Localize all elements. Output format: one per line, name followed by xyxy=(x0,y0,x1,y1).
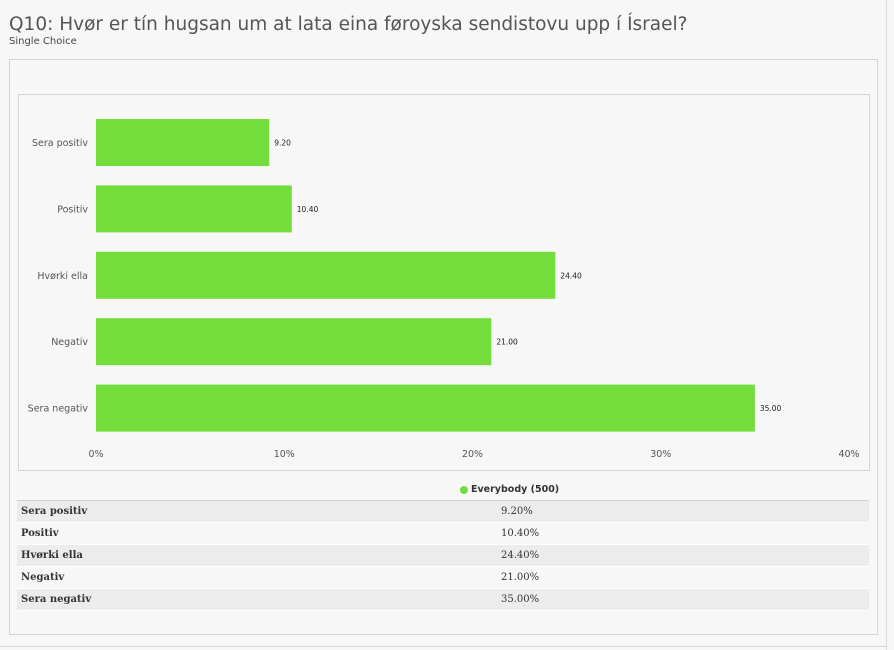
question-title: Q10: Hvør er tín hugsan um at lata eina … xyxy=(9,14,688,35)
chart-legend[interactable]: Everybody (500) xyxy=(460,484,559,495)
legend-swatch xyxy=(460,485,468,494)
x-tick-label: 40% xyxy=(838,449,859,460)
table-row: Negativ 21.00% xyxy=(17,566,869,589)
bar xyxy=(96,384,755,432)
bar xyxy=(96,318,492,366)
table-row: Sera positiv 9.20% xyxy=(17,500,869,523)
category-label: Negativ xyxy=(51,337,88,348)
bar-chart: Sera positiv 9.20 Positiv 10.40 Hvørki ella 2… xyxy=(28,119,860,460)
table-row: Sera negativ 35.00% xyxy=(17,588,869,611)
data-label: 21.00 xyxy=(496,338,518,347)
window-border-bottom xyxy=(0,646,887,647)
row-label: Sera positiv xyxy=(17,500,285,523)
results-table: Sera positiv 9.20% Positiv 10.40% Hvørki… xyxy=(17,500,869,611)
x-tick-label: 20% xyxy=(462,449,483,460)
table-row: Positiv 10.40% xyxy=(17,522,869,545)
row-value: 35.00% xyxy=(285,588,869,611)
window-border-right xyxy=(886,0,887,650)
category-label: Hvørki ella xyxy=(37,271,88,282)
data-label: 10.40 xyxy=(297,205,319,214)
category-label: Sera negativ xyxy=(28,404,89,415)
x-tick-label: 0% xyxy=(88,449,103,460)
row-value: 24.40% xyxy=(285,544,869,567)
row-value: 21.00% xyxy=(285,566,869,589)
bar xyxy=(96,251,556,299)
data-label: 35.00 xyxy=(760,404,782,413)
row-label: Hvørki ella xyxy=(17,544,285,567)
row-label: Negativ xyxy=(17,566,285,589)
x-tick-label: 30% xyxy=(650,449,671,460)
chart-container: Sera positiv 9.20 Positiv 10.40 Hvørki ella 2… xyxy=(18,94,870,471)
row-label: Sera negativ xyxy=(17,588,285,611)
data-label: 9.20 xyxy=(274,139,291,148)
x-tick-label: 10% xyxy=(274,449,295,460)
row-value: 9.20% xyxy=(285,500,869,523)
legend-label: Everybody (500) xyxy=(471,484,560,495)
table-row: Hvørki ella 24.40% xyxy=(17,544,869,567)
row-value: 10.40% xyxy=(285,522,869,545)
category-label: Sera positiv xyxy=(32,138,88,149)
bar xyxy=(96,119,270,166)
category-label: Positiv xyxy=(57,204,88,215)
question-type: Single Choice xyxy=(9,36,77,47)
data-label: 24.40 xyxy=(560,271,582,280)
row-label: Positiv xyxy=(17,522,285,545)
bar xyxy=(96,185,292,233)
